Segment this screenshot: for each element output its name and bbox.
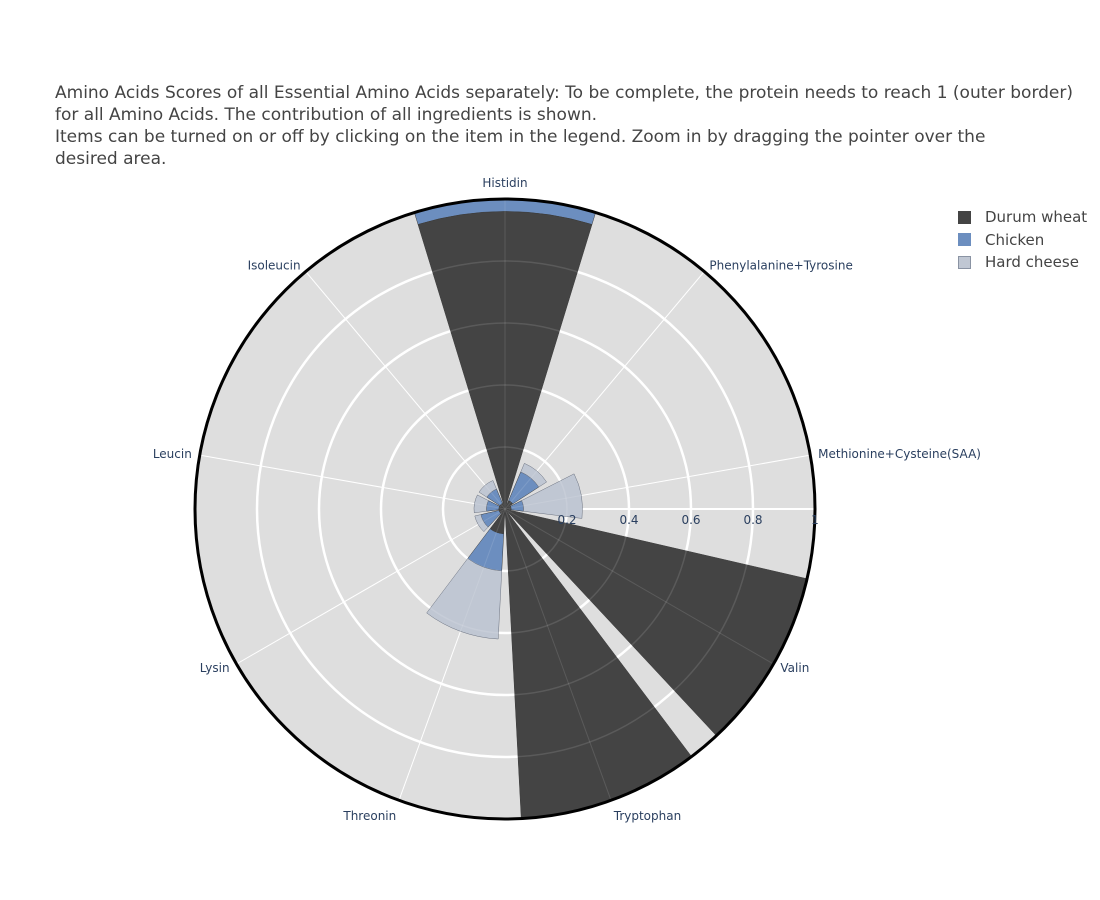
legend-item-hard-cheese[interactable]: Hard cheese <box>958 251 1087 274</box>
category-label-2: Methionine+Cysteine(SAA) <box>818 447 981 461</box>
category-label-6: Lysin <box>200 661 230 675</box>
title-line-2: for all Amino Acids. The contribution of… <box>55 105 598 125</box>
legend-label-chicken: Chicken <box>985 230 1045 249</box>
legend-item-chicken[interactable]: Chicken <box>958 229 1087 252</box>
angular-gridline-overlay-2 <box>504 454 811 510</box>
radial-tick-label-2: 0.6 <box>681 513 700 527</box>
legend-item-durum-wheat[interactable]: Durum wheat <box>958 206 1087 229</box>
category-label-4: Tryptophan <box>613 809 681 823</box>
chart-title: Amino Acids Scores of all Essential Amin… <box>55 82 1095 170</box>
category-label-1: Phenylalanine+Tyrosine <box>709 258 852 272</box>
polar-gridlines <box>193 197 817 821</box>
angular-gridline-overlay-8 <box>305 271 506 510</box>
title-line-1: Amino Acids Scores of all Essential Amin… <box>55 83 1074 103</box>
title-line-4: desired area. <box>55 149 167 169</box>
bar-hard-cheese-7 <box>473 494 489 514</box>
category-label-3: Valin <box>780 661 809 675</box>
category-label-5: Threonin <box>342 809 396 823</box>
radial-gridline-overlay-3 <box>256 260 754 758</box>
legend-swatch-chicken <box>958 233 971 247</box>
angular-gridline-6 <box>236 508 506 665</box>
bar-hard-cheese-6 <box>474 514 489 533</box>
legend: Durum wheat Chicken Hard cheese <box>958 206 1087 274</box>
category-label-0: Histidin <box>482 176 527 190</box>
radial-gridline-overlay-0 <box>442 446 568 572</box>
radial-tick-label-3: 0.8 <box>743 513 762 527</box>
angular-gridline-overlay-4 <box>504 508 612 801</box>
angular-gridline-overlay-7 <box>199 454 506 510</box>
radial-tick-label-4: 1 <box>811 513 819 527</box>
bar-hard-cheese-2 <box>521 473 583 519</box>
angular-gridline-overlay-3 <box>504 508 774 665</box>
bar-hard-cheese-5 <box>426 558 503 640</box>
bar-hard-cheese-8 <box>478 480 497 498</box>
title-line-3: Items can be turned on or off by clickin… <box>55 127 986 147</box>
polar-labels: 0.2 0.4 0.6 0.8 1 Histidin Phenylalanine+Tyros… <box>153 176 981 823</box>
category-label-7: Leucin <box>153 447 192 461</box>
radial-gridline-overlay-1 <box>380 384 630 634</box>
angular-gridline-1 <box>504 271 705 510</box>
angular-gridline-overlay-6 <box>236 508 506 665</box>
radial-gridline-overlay-2 <box>318 322 692 696</box>
legend-label-hard-cheese: Hard cheese <box>985 253 1079 272</box>
radial-tick-label-0: 0.2 <box>557 513 576 527</box>
angular-gridline-overlay-5 <box>398 508 506 801</box>
bar-hard-cheese-1 <box>520 463 547 488</box>
polar-outer-border <box>193 197 817 821</box>
angular-gridline-8 <box>305 271 506 510</box>
angular-gridline-7 <box>199 454 506 510</box>
angular-gridline-overlay-1 <box>504 271 705 510</box>
legend-label-durum-wheat: Durum wheat <box>985 208 1088 227</box>
category-label-8: Isoleucin <box>248 258 301 272</box>
legend-swatch-durum-wheat <box>958 210 971 224</box>
polar-bars <box>414 198 808 819</box>
radial-tick-label-1: 0.4 <box>619 513 638 527</box>
legend-swatch-hard-cheese <box>958 255 971 269</box>
